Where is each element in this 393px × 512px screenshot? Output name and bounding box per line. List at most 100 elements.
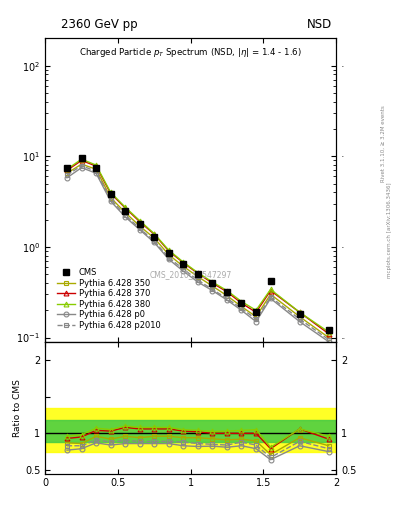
Pythia 6.428 p2010 xyxy=(268,294,273,300)
Pythia 6.428 380 xyxy=(254,307,259,313)
Pythia 6.428 380 xyxy=(181,259,186,265)
Pythia 6.428 350 xyxy=(196,273,200,280)
CMS xyxy=(210,280,215,286)
Pythia 6.428 p0 xyxy=(210,288,215,294)
CMS xyxy=(298,311,302,317)
Pythia 6.428 p0 xyxy=(79,164,84,170)
Pythia 6.428 p0 xyxy=(94,170,98,176)
Pythia 6.428 380 xyxy=(108,189,113,196)
Pythia 6.428 350 xyxy=(108,195,113,201)
Pythia 6.428 380 xyxy=(268,286,273,292)
Pythia 6.428 370 xyxy=(181,260,186,266)
Pythia 6.428 370 xyxy=(94,163,98,169)
Bar xyxy=(45,420,336,442)
Pythia 6.428 380 xyxy=(79,156,84,162)
Pythia 6.428 p2010 xyxy=(167,254,171,261)
Pythia 6.428 380 xyxy=(94,162,98,168)
Pythia 6.428 380 xyxy=(123,204,128,210)
Pythia 6.428 p0 xyxy=(123,214,128,220)
Pythia 6.428 350 xyxy=(138,223,142,229)
CMS xyxy=(181,261,186,267)
Line: Pythia 6.428 p0: Pythia 6.428 p0 xyxy=(64,165,331,344)
CMS xyxy=(225,289,230,295)
Pythia 6.428 350 xyxy=(239,304,244,310)
Pythia 6.428 380 xyxy=(210,279,215,285)
Pythia 6.428 p2010 xyxy=(138,225,142,231)
Legend: CMS, Pythia 6.428 350, Pythia 6.428 370, Pythia 6.428 380, Pythia 6.428 p0, Pyth: CMS, Pythia 6.428 350, Pythia 6.428 370,… xyxy=(55,267,162,331)
Pythia 6.428 370 xyxy=(123,205,128,211)
Text: 2360 GeV pp: 2360 GeV pp xyxy=(61,18,138,31)
Pythia 6.428 p2010 xyxy=(152,238,156,244)
Pythia 6.428 350 xyxy=(298,314,302,320)
CMS xyxy=(254,309,259,315)
Pythia 6.428 350 xyxy=(167,252,171,258)
Pythia 6.428 p0 xyxy=(268,295,273,302)
Pythia 6.428 p2010 xyxy=(123,212,128,218)
Pythia 6.428 350 xyxy=(94,166,98,173)
Pythia 6.428 p2010 xyxy=(181,266,186,272)
Pythia 6.428 p0 xyxy=(239,307,244,313)
CMS xyxy=(79,155,84,161)
Pythia 6.428 370 xyxy=(152,231,156,238)
Pythia 6.428 p0 xyxy=(64,175,70,181)
Pythia 6.428 380 xyxy=(196,270,200,276)
CMS xyxy=(326,327,331,333)
Text: NSD: NSD xyxy=(307,18,332,31)
Pythia 6.428 350 xyxy=(326,334,331,340)
CMS xyxy=(108,191,113,198)
Y-axis label: Ratio to CMS: Ratio to CMS xyxy=(13,379,22,437)
Pythia 6.428 350 xyxy=(210,283,215,289)
CMS xyxy=(123,208,128,214)
Pythia 6.428 p0 xyxy=(326,338,331,345)
Line: Pythia 6.428 370: Pythia 6.428 370 xyxy=(64,158,331,336)
Pythia 6.428 350 xyxy=(152,235,156,241)
Pythia 6.428 p2010 xyxy=(196,277,200,283)
Pythia 6.428 350 xyxy=(123,209,128,216)
CMS xyxy=(64,164,70,170)
Pythia 6.428 p0 xyxy=(108,198,113,204)
Pythia 6.428 p0 xyxy=(196,279,200,285)
Pythia 6.428 380 xyxy=(138,218,142,224)
Pythia 6.428 350 xyxy=(225,292,230,298)
Pythia 6.428 p0 xyxy=(225,297,230,303)
Pythia 6.428 370 xyxy=(167,248,171,254)
Text: mcplots.cern.ch [arXiv:1306.3436]: mcplots.cern.ch [arXiv:1306.3436] xyxy=(387,183,391,278)
Pythia 6.428 p2010 xyxy=(254,316,259,322)
Pythia 6.428 350 xyxy=(254,314,259,320)
Text: CMS_2010_S8547297: CMS_2010_S8547297 xyxy=(149,270,232,280)
Text: Charged Particle $p_T$ Spectrum (NSD, $|\eta|$ = 1.4 - 1.6): Charged Particle $p_T$ Spectrum (NSD, $|… xyxy=(79,46,302,59)
Pythia 6.428 p0 xyxy=(138,227,142,233)
Pythia 6.428 p2010 xyxy=(108,196,113,202)
Pythia 6.428 p0 xyxy=(254,318,259,325)
Line: Pythia 6.428 380: Pythia 6.428 380 xyxy=(64,157,331,334)
Pythia 6.428 p2010 xyxy=(64,172,70,178)
Pythia 6.428 350 xyxy=(181,263,186,269)
Pythia 6.428 380 xyxy=(326,329,331,335)
CMS xyxy=(268,278,273,284)
Pythia 6.428 350 xyxy=(64,170,70,176)
Line: CMS: CMS xyxy=(64,155,332,333)
Pythia 6.428 p2010 xyxy=(326,336,331,343)
Pythia 6.428 380 xyxy=(298,309,302,315)
Pythia 6.428 370 xyxy=(326,331,331,337)
Pythia 6.428 370 xyxy=(138,219,142,225)
Text: Rivet 3.1.10, ≥ 3.2M events: Rivet 3.1.10, ≥ 3.2M events xyxy=(381,105,386,182)
Pythia 6.428 370 xyxy=(298,309,302,315)
Pythia 6.428 370 xyxy=(79,157,84,163)
Pythia 6.428 350 xyxy=(268,291,273,297)
Pythia 6.428 370 xyxy=(225,289,230,295)
CMS xyxy=(167,250,171,257)
Pythia 6.428 p0 xyxy=(152,240,156,246)
Pythia 6.428 380 xyxy=(152,230,156,237)
Pythia 6.428 p0 xyxy=(298,318,302,325)
Pythia 6.428 370 xyxy=(108,190,113,197)
Pythia 6.428 p2010 xyxy=(79,162,84,168)
Pythia 6.428 p0 xyxy=(167,257,171,263)
Pythia 6.428 p0 xyxy=(181,268,186,274)
Pythia 6.428 p2010 xyxy=(298,316,302,322)
Pythia 6.428 370 xyxy=(239,300,244,306)
Line: Pythia 6.428 350: Pythia 6.428 350 xyxy=(64,162,331,340)
Pythia 6.428 380 xyxy=(167,247,171,253)
Pythia 6.428 380 xyxy=(225,288,230,294)
Pythia 6.428 370 xyxy=(196,270,200,276)
